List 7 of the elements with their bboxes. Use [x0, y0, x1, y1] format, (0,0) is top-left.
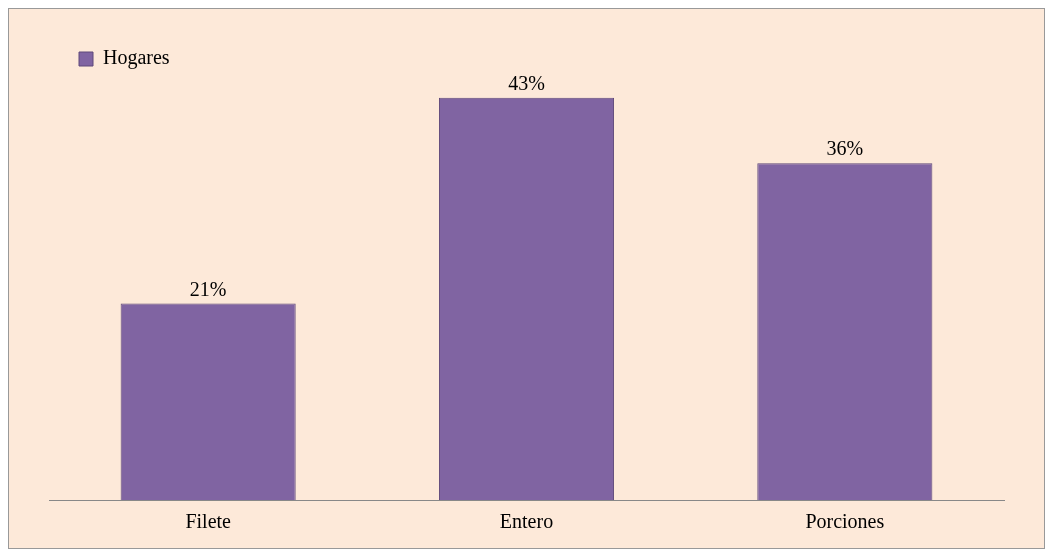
- data-label: 21%: [189, 277, 227, 300]
- data-label: 43%: [508, 71, 545, 94]
- data-label: 36%: [826, 137, 864, 160]
- legend-label: Hogares: [103, 46, 170, 70]
- x-tick-label: Entero: [499, 510, 554, 533]
- x-tick-label: Filete: [185, 510, 232, 533]
- x-tick-label: Porciones: [805, 510, 885, 533]
